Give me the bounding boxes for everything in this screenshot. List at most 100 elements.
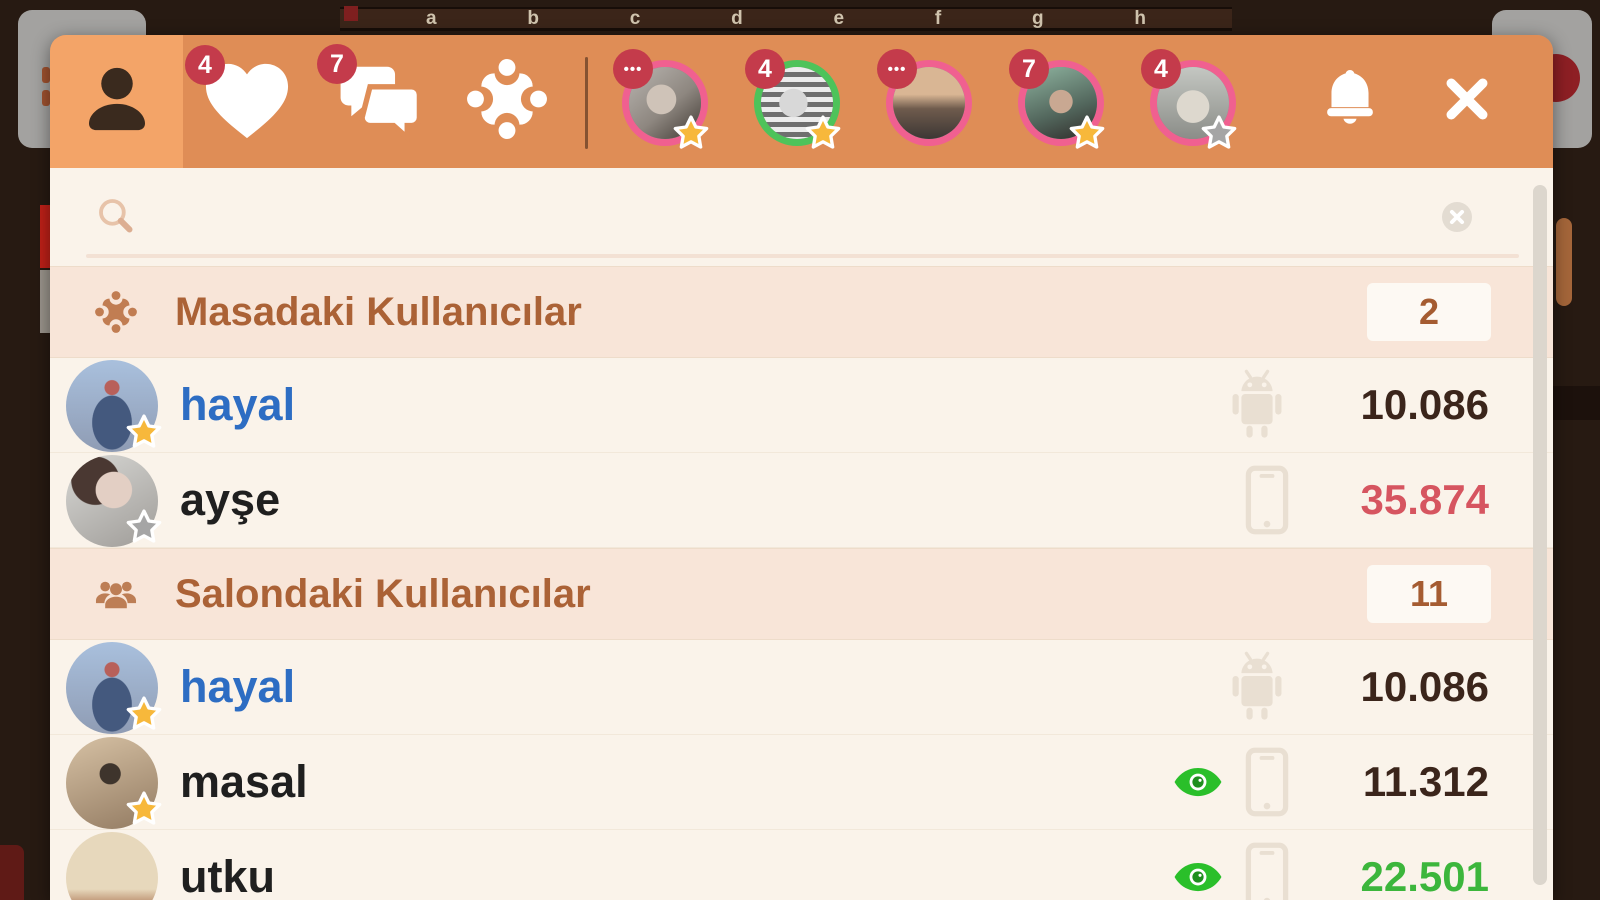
board-letter: f (934, 8, 942, 29)
user-avatar (66, 358, 162, 452)
user-score: 10.086 (1360, 663, 1489, 710)
heart-icon (200, 56, 294, 147)
friend-badge: ••• (613, 49, 653, 89)
search-input[interactable] (160, 186, 1553, 248)
user-stats: 22.501 (1173, 842, 1489, 900)
user-stats: 10.086 (1225, 651, 1489, 723)
game-table-icon (93, 289, 139, 335)
close-button[interactable] (1422, 35, 1512, 168)
person-icon (75, 57, 159, 146)
users-panel: 4 7 ••• 4 ••• 7 4 (50, 35, 1553, 900)
section-title: Masadaki Kullanıcılar (175, 289, 582, 334)
background-gray-bar (40, 270, 50, 333)
friend-avatar[interactable]: ••• (613, 49, 709, 149)
phone-icon (1245, 747, 1289, 817)
favorites-badge: 4 (185, 45, 225, 85)
user-list: Masadaki Kullanıcılar 2 hayal 10.086 a (50, 266, 1553, 900)
background-red-corner (0, 845, 24, 900)
background-accent (42, 67, 50, 83)
friend-avatars: ••• 4 ••• 7 4 (613, 49, 1237, 149)
board-letter: c (629, 8, 641, 29)
friend-avatar[interactable]: 4 (1141, 49, 1237, 149)
user-avatar (66, 640, 162, 734)
notifications-button[interactable] (1305, 35, 1395, 168)
user-avatar (66, 735, 162, 829)
eye-icon (1173, 861, 1223, 893)
user-row[interactable]: hayal 10.086 (50, 358, 1553, 453)
star-icon (124, 412, 164, 452)
user-name[interactable]: ayşe (180, 474, 281, 525)
board-letter: a (426, 8, 437, 29)
section-header: Salondaki Kullanıcılar 11 (50, 548, 1553, 640)
scrollbar[interactable] (1533, 185, 1547, 885)
board-coordinates-strip: a b c d e f g h (340, 7, 1232, 31)
user-row[interactable]: masal 11.312 (50, 735, 1553, 830)
eye-icon (1173, 766, 1223, 798)
tab-tables[interactable] (457, 35, 557, 168)
star-icon (671, 113, 711, 153)
search-underline (86, 254, 1519, 258)
section-title: Salondaki Kullanıcılar (175, 571, 591, 616)
android-icon (1225, 651, 1289, 723)
panel-header: 4 7 ••• 4 ••• 7 4 (50, 35, 1553, 168)
user-stats: 10.086 (1225, 369, 1489, 441)
people-icon (93, 571, 139, 617)
user-stats: 35.874 (1245, 465, 1489, 535)
user-name[interactable]: hayal (180, 661, 296, 712)
clear-search-icon[interactable] (1439, 199, 1475, 235)
user-name[interactable]: utku (180, 851, 275, 900)
star-icon (803, 113, 843, 153)
user-score: 22.501 (1360, 853, 1489, 900)
search-icon (94, 194, 136, 241)
search-bar (50, 168, 1553, 266)
user-avatar (66, 830, 160, 900)
chat-icon (333, 56, 427, 147)
user-name[interactable]: hayal (180, 379, 296, 430)
friend-badge: 4 (1141, 49, 1181, 89)
user-row[interactable]: hayal 10.086 (50, 640, 1553, 735)
friend-avatar[interactable]: 7 (1009, 49, 1105, 149)
board-letter: e (833, 8, 845, 29)
board-letter: d (731, 8, 743, 29)
background-accent (42, 90, 50, 106)
tab-profile[interactable] (50, 35, 183, 168)
user-avatar (66, 453, 162, 547)
user-score: 35.874 (1360, 476, 1489, 523)
star-icon (1199, 113, 1239, 153)
user-stats: 11.312 (1173, 747, 1489, 817)
bell-icon (1318, 66, 1382, 137)
background-shadow (1553, 386, 1600, 420)
background-red-bar (40, 205, 50, 268)
friend-avatar[interactable]: ••• (877, 49, 972, 146)
section-header: Masadaki Kullanıcılar 2 (50, 266, 1553, 358)
board-letter: b (527, 8, 539, 29)
close-icon (1440, 72, 1494, 131)
friend-badge: ••• (877, 49, 917, 89)
user-name[interactable]: masal (180, 756, 308, 807)
board-letter: g (1031, 8, 1044, 29)
board-marker (344, 6, 358, 21)
messages-badge: 7 (317, 44, 357, 84)
board-letter: h (1134, 8, 1146, 29)
user-score: 10.086 (1360, 381, 1489, 428)
friend-badge: 7 (1009, 49, 1049, 89)
user-row[interactable]: ayşe 35.874 (50, 453, 1553, 548)
friend-avatar[interactable]: 4 (745, 49, 841, 149)
tab-favorites[interactable] (197, 35, 297, 168)
star-icon (124, 507, 164, 547)
android-icon (1225, 369, 1289, 441)
phone-icon (1245, 465, 1289, 535)
user-score: 11.312 (1362, 758, 1489, 805)
section-count: 11 (1367, 565, 1491, 623)
section-count: 2 (1367, 283, 1491, 341)
star-icon (124, 789, 164, 829)
user-row[interactable]: utku 22.501 (50, 830, 1553, 900)
friend-badge: 4 (745, 49, 785, 89)
phone-icon (1245, 842, 1289, 900)
game-table-icon (463, 55, 551, 148)
star-icon (124, 694, 164, 734)
star-icon (1067, 113, 1107, 153)
tab-messages[interactable] (330, 35, 430, 168)
background-wood-piece (1556, 218, 1572, 306)
